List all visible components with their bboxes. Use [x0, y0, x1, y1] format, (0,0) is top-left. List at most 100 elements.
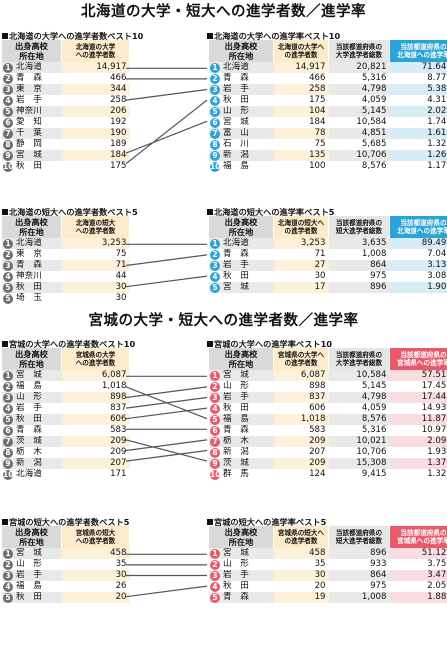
rate-value: 4.31% — [427, 95, 447, 106]
prefecture-name: 岩 手 — [223, 260, 249, 270]
rank-badge: 8 — [3, 140, 13, 150]
prefecture-cell: 1 北海道 — [209, 238, 274, 249]
prefecture-name: 宮 城 — [16, 548, 42, 558]
rank-badge: 4 — [210, 272, 220, 282]
prefecture-name: 宮 城 — [223, 370, 249, 380]
rank-connector-line — [125, 407, 208, 420]
prefecture-cell: 5 神奈川 — [2, 106, 62, 117]
rate-value: 3.08% — [427, 271, 447, 282]
count-value: 135 — [273, 150, 329, 161]
rate-value: 3.13% — [389, 260, 447, 271]
prefecture-cell: 1 北海道 — [2, 238, 62, 249]
prefecture-name: 青 森 — [16, 425, 42, 435]
count-value: 898 — [61, 392, 130, 403]
total-value: 896 — [328, 282, 390, 293]
hokkaido-title: 北海道の大学・短大への進学者数／進学率 — [81, 4, 366, 20]
total-value: 4,798 — [328, 84, 390, 95]
rank-badge: 5 — [3, 283, 13, 293]
prefecture-name: 富 山 — [223, 128, 249, 138]
rank-badge: 3 — [3, 571, 13, 581]
prefecture-name: 埼 玉 — [16, 293, 42, 303]
rank-connector-line — [125, 275, 208, 288]
total-value: 9,415 — [361, 469, 387, 480]
rank-badge: 7 — [3, 437, 13, 447]
count-value: 898 — [309, 381, 326, 392]
total-value: 933 — [370, 559, 387, 570]
prefecture-name: 愛 知 — [16, 117, 42, 127]
rate-value: 1.74% — [427, 117, 447, 128]
prefecture-name: 山 形 — [16, 392, 42, 402]
rank-badge: 9 — [3, 459, 13, 469]
table-row: 10福 島 100 8,576 1.17% — [209, 161, 447, 172]
rank-badge: 2 — [210, 560, 220, 570]
header-rate: 当該都道府県の 宮城県への進学率 — [389, 348, 447, 370]
total-value: 8,576 — [361, 161, 387, 172]
hk-univ-rate-table: 出身高校 所在地 北海道の大学へ の進学者数 当該都道府県の 大学進学者総数 当該都道府県の… — [209, 40, 447, 172]
count-value: 17 — [273, 282, 329, 293]
prefecture-name: 秋 田 — [16, 592, 42, 602]
count-value: 35 — [115, 559, 127, 570]
count-value: 258 — [273, 84, 329, 95]
count-value: 189 — [110, 139, 127, 150]
prefecture-name: 石 川 — [223, 139, 249, 149]
mg-jc-rate-table: 出身高校 所在地 宮城県の短大へ の進学者数 当該都道府県の 短大進学者総数 当該都道府県の… — [209, 526, 447, 603]
rank-badge: 7 — [210, 437, 220, 447]
table-row: 10 北海道 171 — [2, 469, 130, 480]
count-value: 458 — [273, 548, 329, 559]
count-value: 171 — [110, 469, 127, 480]
prefecture-name: 東 京 — [16, 249, 42, 259]
total-value: 15,308 — [328, 458, 390, 469]
prefecture-name: 北海道 — [16, 469, 42, 479]
prefecture-name: 岩 手 — [223, 392, 249, 402]
total-value: 10,706 — [356, 447, 387, 458]
rate-value: 51.12% — [389, 548, 447, 559]
total-value: 4,798 — [328, 392, 390, 403]
prefecture-name: 北海道 — [223, 238, 249, 248]
count-value: 6,087 — [61, 370, 130, 381]
rank-badge: 3 — [210, 393, 220, 403]
table-row: 5 神奈川 206 — [2, 106, 130, 117]
prefecture-name: 群 馬 — [223, 469, 249, 479]
prefecture-name: 山 形 — [223, 559, 249, 569]
count-value: 14,917 — [273, 62, 329, 73]
count-value: 19 — [273, 592, 329, 603]
rank-badge: 2 — [3, 560, 13, 570]
count-value: 206 — [61, 106, 130, 117]
hk-univ-count-label: 北海道の大学への進学者数ベスト10 — [2, 30, 143, 42]
rank-badge: 6 — [210, 118, 220, 128]
total-value: 3,635 — [328, 238, 390, 249]
count-value: 458 — [61, 548, 130, 559]
total-value: 4,851 — [328, 128, 390, 139]
prefecture-name: 宮 城 — [223, 117, 249, 127]
rank-badge: 10 — [210, 470, 221, 480]
prefecture-cell: 1 北海道 — [2, 62, 62, 73]
header-source: 出身高校 所在地 — [2, 216, 62, 238]
total-value: 896 — [328, 548, 390, 559]
rank-badge: 9 — [210, 151, 220, 161]
rank-badge: 2 — [3, 74, 13, 84]
count-value: 209 — [110, 447, 127, 458]
rank-badge: 8 — [210, 448, 220, 458]
prefecture-name: 新 潟 — [16, 458, 42, 468]
rate-value: 3.75% — [427, 559, 447, 570]
prefecture-name: 青 森 — [223, 73, 249, 83]
count-value: 583 — [110, 425, 127, 436]
rank-badge: 6 — [210, 426, 220, 436]
